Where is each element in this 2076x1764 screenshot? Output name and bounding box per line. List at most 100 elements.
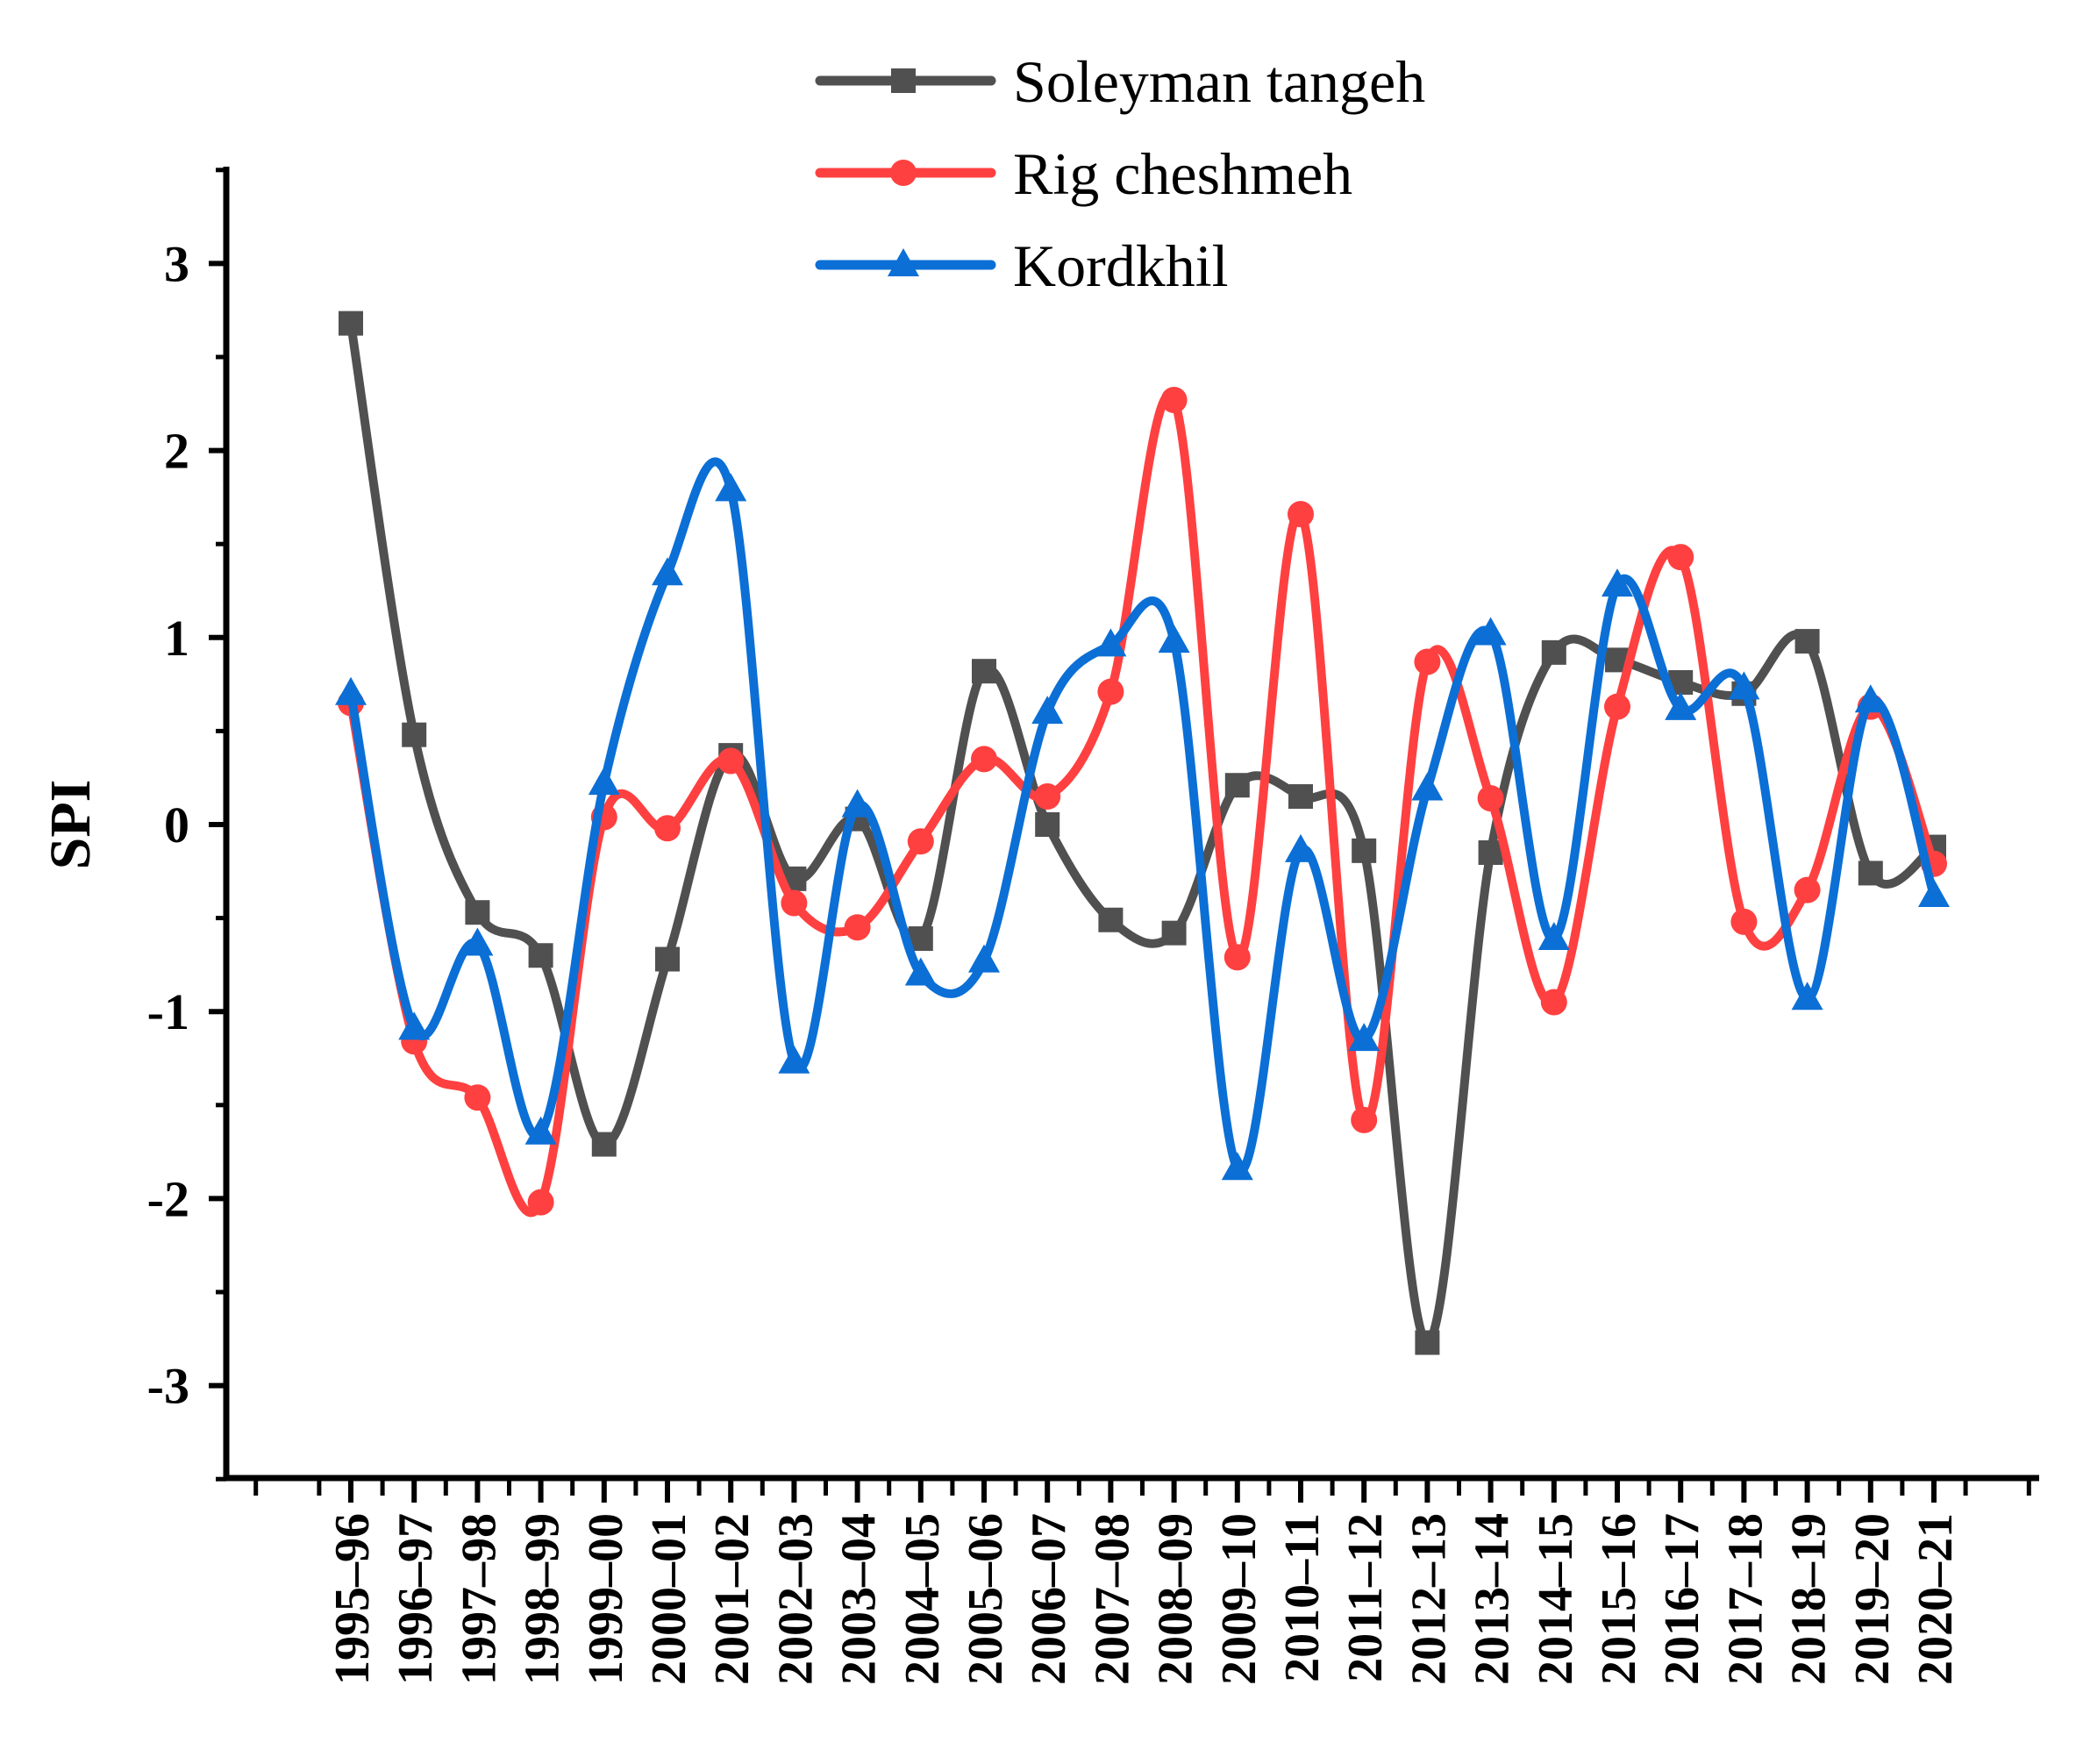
x-tick-label: 2001–02 — [705, 1513, 760, 1685]
data-point-kordkhil — [1285, 833, 1316, 862]
data-point-rig-cheshmeh — [1667, 544, 1694, 571]
legend: Soleyman tangeh Rig cheshmeh Kordkhil — [815, 48, 1425, 299]
data-point-rig-cheshmeh — [781, 889, 808, 917]
legend-label-kordkhil: Kordkhil — [1013, 232, 1229, 299]
data-point-soleyman-tangeh — [1478, 839, 1503, 865]
x-tick-label: 2015–16 — [1592, 1513, 1646, 1685]
data-point-rig-cheshmeh — [907, 828, 934, 855]
legend-marker-rig-cheshmeh — [890, 160, 917, 186]
series-line-kordkhil — [346, 457, 1938, 1176]
data-point-kordkhil — [398, 1011, 431, 1040]
data-point-kordkhil — [461, 927, 494, 956]
y-tick-label: 3 — [164, 235, 189, 292]
data-point-kordkhil — [904, 957, 937, 986]
data-point-soleyman-tangeh — [591, 1132, 617, 1157]
x-tick-label: 2013–14 — [1466, 1513, 1520, 1685]
legend-label-soleyman-tangeh: Soleyman tangeh — [1013, 48, 1425, 115]
data-point-kordkhil — [1665, 691, 1697, 720]
data-point-soleyman-tangeh — [1415, 1330, 1440, 1355]
data-point-soleyman-tangeh — [528, 943, 553, 968]
data-point-kordkhil — [968, 944, 1000, 973]
data-point-soleyman-tangeh — [339, 311, 363, 336]
x-ticks: 1995–96 1996–97 1997–98 1998–99 1999–00 2000–… — [253, 1478, 2031, 1685]
data-point-rig-cheshmeh — [654, 815, 681, 842]
data-point-rig-cheshmeh — [1794, 876, 1821, 903]
y-tick-label: -3 — [147, 1358, 189, 1415]
y-tick-label: -1 — [147, 983, 189, 1040]
data-point-kordkhil — [1854, 684, 1887, 713]
data-point-kordkhil — [1602, 568, 1633, 597]
data-point-soleyman-tangeh — [402, 722, 427, 747]
data-point-soleyman-tangeh — [1288, 784, 1313, 810]
data-point-rig-cheshmeh — [844, 914, 871, 941]
data-point-kordkhil — [778, 1045, 810, 1074]
y-axis-label: SPI — [39, 780, 103, 870]
x-tick-label: 2006–07 — [1022, 1513, 1076, 1685]
x-tick-label: 1996–97 — [389, 1513, 443, 1685]
data-point-rig-cheshmeh — [1160, 387, 1188, 414]
x-tick-label: 2004–05 — [895, 1513, 950, 1685]
data-point-rig-cheshmeh — [1034, 783, 1061, 811]
data-point-kordkhil — [1791, 982, 1823, 1011]
data-point-soleyman-tangeh — [1858, 861, 1883, 886]
data-point-rig-cheshmeh — [1477, 785, 1504, 812]
y-tick-label: -2 — [147, 1170, 189, 1227]
series-line-soleyman-tangeh — [346, 318, 1938, 1347]
data-point-rig-cheshmeh — [1288, 501, 1314, 528]
data-point-kordkhil — [715, 473, 747, 502]
data-point-soleyman-tangeh — [1794, 629, 1820, 654]
series-kordkhil — [335, 457, 1950, 1181]
series-line-rig-cheshmeh — [346, 390, 1938, 1218]
data-point-kordkhil — [1537, 922, 1570, 951]
x-tick-label: 2016–17 — [1655, 1513, 1709, 1685]
data-point-soleyman-tangeh — [1098, 907, 1124, 932]
x-tick-label: 2018–19 — [1782, 1513, 1837, 1685]
x-tick-label: 2019–20 — [1845, 1513, 1900, 1685]
x-tick-label: 2009–10 — [1212, 1513, 1266, 1685]
x-tick-label: 2000–01 — [642, 1513, 696, 1685]
data-point-soleyman-tangeh — [1541, 639, 1566, 665]
data-point-kordkhil — [588, 767, 620, 796]
x-tick-label: 2005–06 — [959, 1513, 1013, 1685]
data-point-rig-cheshmeh — [464, 1084, 491, 1111]
data-point-kordkhil — [1728, 671, 1760, 700]
data-point-kordkhil — [1031, 696, 1064, 725]
x-axis: 1995–96 1996–97 1997–98 1998–99 1999–00 2000–… — [224, 1475, 2039, 1685]
data-point-kordkhil — [524, 1116, 557, 1145]
legend-marker-soleyman-tangeh — [891, 68, 916, 93]
series-layer — [335, 311, 1950, 1355]
data-point-rig-cheshmeh — [527, 1189, 554, 1216]
data-point-rig-cheshmeh — [717, 747, 745, 775]
data-point-soleyman-tangeh — [1352, 838, 1377, 863]
y-ticks: 3 2 1 0 -1 -2 -3 — [147, 168, 226, 1482]
data-point-soleyman-tangeh — [655, 946, 680, 972]
legend-label-rig-cheshmeh: Rig cheshmeh — [1013, 140, 1352, 207]
y-tick-label: 1 — [164, 610, 189, 667]
x-tick-label: 1999–00 — [579, 1513, 633, 1685]
data-point-soleyman-tangeh — [1224, 773, 1250, 798]
data-point-kordkhil — [841, 789, 874, 818]
x-tick-label: 2007–08 — [1085, 1513, 1139, 1685]
data-point-kordkhil — [1474, 617, 1507, 646]
data-point-soleyman-tangeh — [1035, 812, 1060, 837]
series-soleyman-tangeh — [339, 311, 1946, 1355]
y-axis: 3 2 1 0 -1 -2 -3 — [147, 167, 230, 1482]
x-tick-label: 2012–13 — [1402, 1513, 1456, 1685]
data-point-rig-cheshmeh — [1540, 989, 1567, 1016]
data-point-kordkhil — [1918, 879, 1950, 908]
data-point-rig-cheshmeh — [971, 746, 997, 773]
x-tick-label: 1998–99 — [516, 1513, 570, 1685]
data-point-rig-cheshmeh — [1730, 908, 1758, 935]
x-tick-label: 2002–03 — [768, 1513, 823, 1685]
y-tick-label: 0 — [164, 796, 189, 853]
x-tick-label: 1995–96 — [325, 1513, 380, 1685]
data-point-kordkhil — [652, 557, 683, 586]
data-point-soleyman-tangeh — [972, 659, 996, 684]
data-point-kordkhil — [1221, 1152, 1253, 1181]
data-point-kordkhil — [1411, 772, 1444, 801]
data-point-rig-cheshmeh — [1414, 648, 1441, 675]
data-point-soleyman-tangeh — [1161, 920, 1187, 946]
x-tick-label: 2020–21 — [1908, 1513, 1963, 1685]
data-point-kordkhil — [1158, 625, 1190, 653]
x-tick-label: 2008–09 — [1149, 1513, 1203, 1685]
